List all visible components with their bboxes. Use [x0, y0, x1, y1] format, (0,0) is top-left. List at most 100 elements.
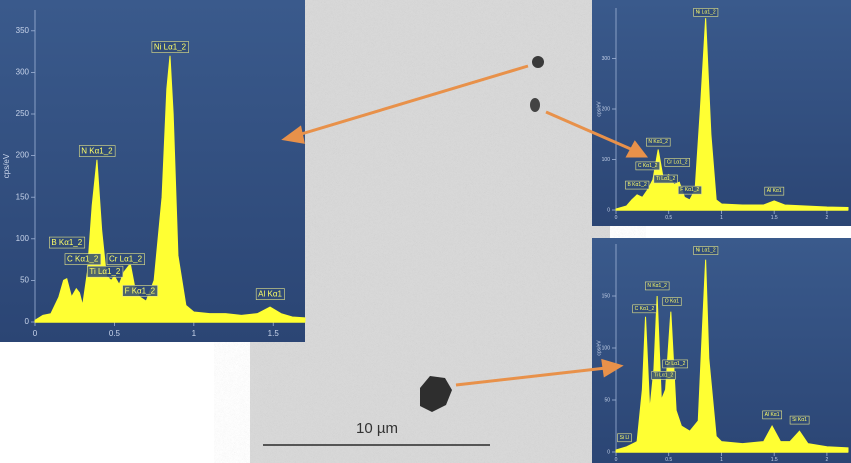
peak-label: F Kα1_2	[680, 187, 699, 193]
arrow-head	[281, 125, 305, 144]
particle	[532, 56, 544, 68]
x-tick-label: 1.5	[771, 215, 778, 221]
peak-label-box	[625, 180, 650, 190]
x-tick-label: 0	[615, 215, 618, 221]
peak-label-box	[78, 145, 116, 157]
arrow	[455, 366, 607, 387]
peak-label: C Kα1_2	[638, 163, 658, 169]
peak-label: Al Kα1	[258, 290, 282, 299]
peak-label-box	[662, 359, 688, 369]
peak-label: F Kα1_2	[125, 286, 156, 295]
peak-label-box	[122, 285, 158, 297]
peak-label: N Kα1_2	[81, 147, 113, 156]
peak-label-box	[789, 415, 810, 425]
y-tick-label: 300	[602, 56, 611, 62]
arrows	[281, 64, 649, 387]
y-tick-label: 250	[16, 109, 30, 118]
peak-label-box	[678, 185, 702, 195]
peak-label-box	[617, 433, 632, 443]
peak-label: B Kα1_2	[51, 238, 82, 247]
spectrum-chart: 0 100 200 300 0 0.5 1 1.5 2 cps/eV Ni Lα1_2 N Kα1_2…	[592, 0, 851, 226]
x-tick-label: 1.5	[771, 457, 778, 463]
peak-label: Cr Lα1_2	[109, 255, 143, 264]
y-tick-label: 100	[602, 345, 611, 351]
y-tick-label: 100	[16, 234, 30, 243]
peak-label-box	[653, 174, 678, 184]
arrow	[545, 110, 634, 152]
peak-label: Si Ll	[620, 435, 630, 441]
spectrum-area	[615, 259, 849, 453]
peak-label-box	[632, 304, 657, 314]
peak-label: C Kα1_2	[67, 255, 99, 264]
peak-label: Cr Lα1_2	[665, 361, 686, 367]
y-tick-label: 350	[16, 26, 30, 35]
peak-label: O Kα1	[665, 299, 680, 305]
peak-label-box	[645, 281, 670, 291]
x-tick-label: 0	[33, 329, 38, 338]
y-tick-label: 0	[25, 317, 30, 326]
peak-label-box	[255, 288, 285, 300]
peak-label-box	[106, 253, 145, 266]
peak-label-box	[693, 246, 719, 255]
spectrum-chart: 0 50 100 150 200 250 300 350 0 0.5 1 1.5 cps/eV B Kα1…	[0, 0, 306, 342]
peak-label-box	[764, 186, 785, 196]
arrow	[297, 64, 529, 137]
peak-label: Si Kα1	[792, 417, 807, 423]
y-tick-label: 0	[607, 207, 610, 213]
peak-label: Ti Lα1_2	[89, 267, 121, 276]
x-tick-label: 2	[826, 457, 829, 463]
spectrum-area	[615, 18, 849, 211]
y-tick-label: 150	[602, 293, 611, 299]
chart-background	[592, 238, 851, 463]
y-tick-label: 50	[604, 397, 610, 403]
particle	[420, 376, 452, 412]
peak-label: C Kα1_2	[635, 306, 655, 312]
peak-label: B Kα1_2	[627, 182, 647, 188]
peak-label: Ni Lα1_2	[696, 248, 716, 254]
peak-label-box	[762, 410, 783, 420]
micrograph: 10 µm	[250, 0, 610, 463]
x-tick-label: 1	[720, 457, 723, 463]
x-tick-label: 1	[720, 215, 723, 221]
y-axis-label: cps/eV	[596, 340, 602, 356]
peak-label-box	[646, 137, 671, 147]
arrow-head	[601, 358, 624, 378]
chart-background	[592, 0, 851, 226]
peak-label: Ti Lα1_2	[656, 176, 676, 182]
peak-label: Al Kα1	[767, 188, 782, 194]
y-tick-label: 150	[16, 192, 30, 201]
peak-label: Ti Lα1_2	[654, 372, 674, 378]
y-tick-label: 100	[602, 157, 611, 163]
peak-label: Ni Lα1_2	[154, 43, 187, 52]
scale-bar-label: 10 µm	[356, 420, 398, 437]
x-tick-label: 0.5	[109, 329, 121, 338]
particle	[530, 98, 540, 112]
x-tick-label: 1	[192, 329, 197, 338]
arrow-head	[625, 140, 649, 158]
x-tick-label: 0	[615, 457, 618, 463]
y-tick-label: 50	[20, 276, 29, 285]
x-tick-label: 2	[826, 215, 829, 221]
y-tick-label: 0	[607, 449, 610, 455]
peak-label-box	[651, 371, 676, 380]
spectrum-chart: 0 50 100 150 0 0.5 1 1.5 2 cps/eV Si Ll Ni Lα1_2 N K…	[592, 238, 851, 463]
peak-label: Cr Lα1_2	[667, 159, 688, 165]
peak-label-box	[635, 161, 660, 171]
y-axis-label: cps/eV	[596, 101, 602, 117]
peak-label-box	[151, 41, 189, 53]
peak-label-box	[664, 158, 691, 167]
peak-label: N Kα1_2	[647, 283, 667, 289]
y-tick-label: 300	[16, 68, 30, 77]
y-axis-label: cps/eV	[2, 153, 11, 178]
peak-label-box	[662, 297, 682, 306]
peak-label-box	[693, 8, 719, 17]
y-tick-label: 200	[16, 151, 30, 160]
x-tick-label: 0.5	[665, 457, 672, 463]
y-tick-label: 200	[602, 106, 611, 112]
peak-label-box	[49, 236, 86, 249]
x-tick-label: 0.5	[665, 215, 672, 221]
peak-label: N Kα1_2	[648, 139, 668, 145]
peak-label: Ni Lα1_2	[696, 9, 716, 15]
